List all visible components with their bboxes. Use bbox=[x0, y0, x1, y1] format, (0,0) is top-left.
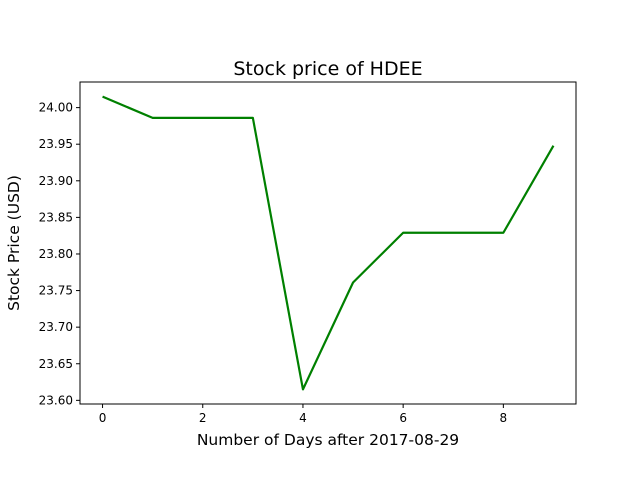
y-tick-label: 23.75 bbox=[39, 284, 73, 298]
y-tick-label: 23.85 bbox=[39, 210, 73, 224]
y-axis-label: Stock Price (USD) bbox=[5, 175, 23, 311]
x-axis-label: Number of Days after 2017-08-29 bbox=[197, 431, 459, 449]
x-tick-label: 8 bbox=[500, 411, 508, 425]
x-axis-ticks: 0 2 4 6 8 bbox=[99, 404, 507, 425]
chart-title: Stock price of HDEE bbox=[233, 58, 422, 80]
y-tick-label: 23.80 bbox=[39, 247, 73, 261]
y-tick-label: 23.65 bbox=[39, 357, 73, 371]
x-tick-label: 4 bbox=[299, 411, 307, 425]
y-tick-label: 23.95 bbox=[39, 137, 73, 151]
y-tick-label: 23.60 bbox=[39, 393, 73, 407]
series-line-0 bbox=[102, 95, 555, 391]
x-tick-label: 2 bbox=[199, 411, 207, 425]
plot-frame bbox=[79, 81, 577, 405]
y-axis-ticks: 23.60 23.65 23.70 23.75 23.80 23.85 23.90 23.95… bbox=[39, 101, 80, 407]
x-tick-label: 6 bbox=[399, 411, 407, 425]
y-tick-label: 23.90 bbox=[39, 174, 73, 188]
y-tick-label: 23.70 bbox=[39, 320, 73, 334]
plot-series bbox=[102, 95, 555, 391]
x-tick-label: 0 bbox=[99, 411, 107, 425]
y-tick-label: 24.00 bbox=[39, 101, 73, 115]
